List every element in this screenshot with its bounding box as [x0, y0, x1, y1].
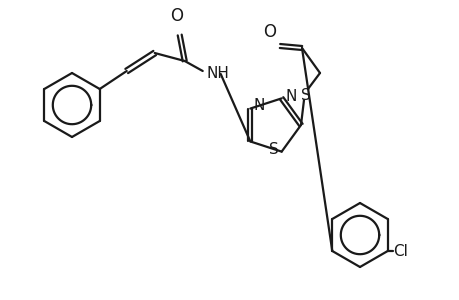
- Text: N: N: [253, 98, 264, 112]
- Text: S: S: [269, 142, 278, 157]
- Text: O: O: [170, 7, 183, 25]
- Text: NH: NH: [206, 65, 229, 80]
- Text: Cl: Cl: [392, 244, 407, 259]
- Text: S: S: [301, 88, 310, 103]
- Text: N: N: [285, 89, 297, 104]
- Text: O: O: [263, 23, 276, 41]
